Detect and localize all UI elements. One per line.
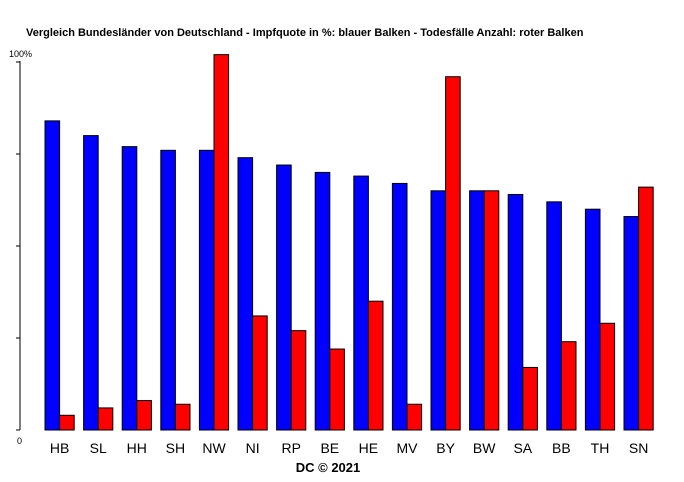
- bar-red-rp: [290, 330, 307, 431]
- x-tick-label-by: BY: [436, 440, 455, 456]
- bar-blue-sl: [83, 135, 99, 431]
- x-tick-label-bw: BW: [473, 440, 496, 456]
- x-tick-label-th: TH: [591, 440, 610, 456]
- bar-red-hh: [136, 400, 152, 431]
- bar-red-th: [599, 322, 616, 431]
- bar-red-by: [445, 76, 461, 431]
- x-tick-label-nw: NW: [202, 440, 226, 456]
- bar-blue-by: [430, 190, 447, 431]
- bar-blue-nw: [198, 149, 215, 431]
- bar-blue-hh: [121, 146, 138, 431]
- bar-red-sh: [174, 403, 191, 431]
- bar-red-be: [329, 348, 345, 431]
- bar-blue-rp: [276, 164, 292, 431]
- bar-blue-be: [314, 171, 331, 431]
- bar-red-bb: [560, 341, 577, 431]
- x-tick-label-hh: HH: [127, 440, 147, 456]
- bar-blue-sn: [623, 216, 640, 431]
- x-tick-label-rp: RP: [281, 440, 300, 456]
- x-tick-label-be: BE: [320, 440, 339, 456]
- bar-red-sl: [97, 407, 114, 431]
- bar-red-nw: [213, 54, 230, 431]
- x-tick-label-sh: SH: [166, 440, 185, 456]
- bar-red-sa: [522, 366, 538, 431]
- bar-blue-th: [584, 208, 601, 431]
- x-tick-label-bb: BB: [552, 440, 571, 456]
- bar-blue-sh: [160, 149, 176, 431]
- bar-red-ni: [252, 315, 268, 431]
- bar-blue-mv: [391, 182, 408, 431]
- y-tick-label-top: 100%: [9, 49, 32, 59]
- bar-blue-hb: [44, 120, 61, 431]
- x-tick-label-sn: SN: [629, 440, 648, 456]
- bar-blue-sa: [507, 193, 524, 431]
- bar-blue-bw: [469, 190, 485, 431]
- bar-blue-he: [353, 175, 369, 431]
- x-tick-label-sl: SL: [90, 440, 107, 456]
- chart-title: Vergleich Bundesländer von Deutschland -…: [26, 27, 584, 39]
- x-tick-label-ni: NI: [246, 440, 260, 456]
- y-tick-label-bottom: 0: [17, 436, 22, 446]
- bar-red-bw: [483, 190, 500, 431]
- x-tick-labels: HB SL HH SH NW NI RP BE HE MV BY BW SA BB TH SN: [50, 440, 648, 456]
- bar-red-sn: [638, 186, 654, 431]
- x-tick-label-he: HE: [359, 440, 378, 456]
- bars: [44, 54, 654, 431]
- x-tick-label-hb: HB: [50, 440, 69, 456]
- bar-blue-bb: [546, 201, 562, 431]
- x-tick-label-mv: MV: [397, 440, 419, 456]
- y-axis: [16, 61, 21, 431]
- bar-blue-ni: [237, 157, 254, 431]
- credit-label: DC © 2021: [296, 460, 361, 475]
- x-tick-label-sa: SA: [513, 440, 532, 456]
- bar-red-mv: [406, 403, 423, 431]
- bar-red-he: [367, 300, 384, 431]
- bar-red-hb: [59, 414, 75, 431]
